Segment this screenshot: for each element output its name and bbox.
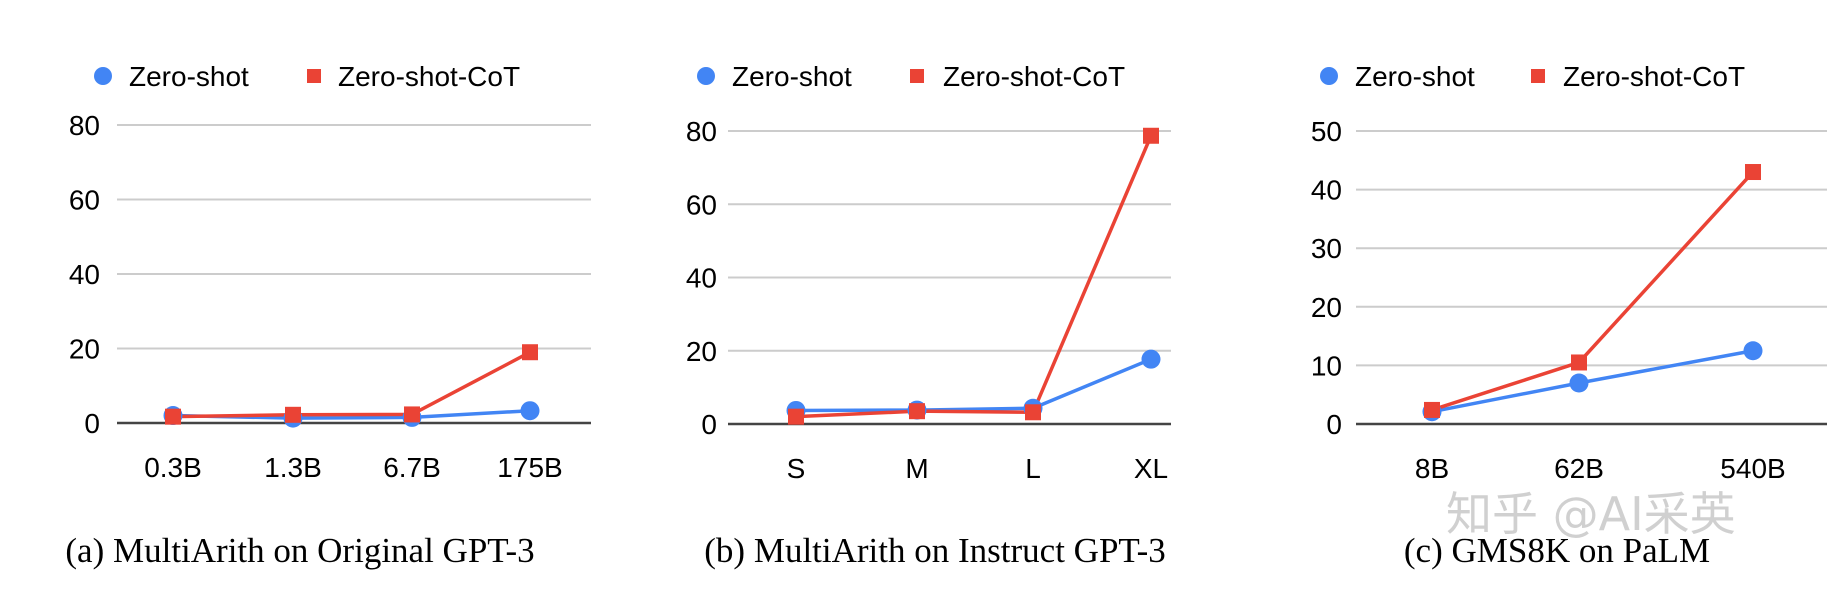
y-tick-label: 0: [1326, 409, 1342, 440]
data-point-zero-shot: [520, 401, 540, 421]
x-tick-label: S: [787, 453, 806, 484]
y-tick-label: 10: [1311, 350, 1342, 381]
legend-square-icon: [307, 69, 321, 83]
legend-label: Zero-shot-CoT: [1563, 61, 1745, 92]
data-point-zero-shot-cot: [1143, 127, 1159, 144]
x-tick-label: XL: [1134, 453, 1168, 484]
y-tick-label: 40: [69, 259, 100, 290]
y-tick-label: 40: [1311, 175, 1342, 206]
data-point-zero-shot: [1743, 341, 1763, 361]
series-line-zero-shot-cot: [1431, 170, 1755, 412]
series-line-zero-shot: [795, 357, 1152, 413]
chart-panel-a: Zero-shot Zero-shot-CoT 0 20 40 60 80 0.3B 1.3B 6…: [65, 61, 591, 570]
x-tick-label: 1.3B: [264, 452, 322, 483]
x-tick-label: 62B: [1554, 453, 1604, 484]
chart-panel-c: Zero-shot Zero-shot-CoT 0 10 20 30 40 50 8B 62B 54…: [1311, 61, 1827, 570]
data-point-zero-shot-cot: [1424, 401, 1440, 418]
x-tick-label: 540B: [1720, 453, 1785, 484]
data-point-zero-shot-cot: [404, 406, 420, 423]
data-point-zero-shot-cot: [522, 344, 538, 361]
y-tick-label: 20: [1311, 292, 1342, 323]
y-tick-label: 50: [1311, 116, 1342, 147]
chart-caption: (a) MultiArith on Original GPT-3: [65, 531, 534, 570]
legend-circle-icon: [1320, 67, 1338, 85]
data-point-zero-shot-cot: [1025, 404, 1041, 421]
y-tick-label: 0: [701, 409, 717, 440]
x-tick-label: 175B: [497, 452, 562, 483]
x-tick-label: M: [905, 453, 928, 484]
data-point-zero-shot-cot: [165, 408, 181, 425]
data-point-zero-shot-cot: [909, 403, 925, 420]
y-tick-label: 60: [686, 189, 717, 220]
series-line-zero-shot-cot: [172, 350, 531, 419]
chart-panel-b: Zero-shot Zero-shot-CoT 0 20 40 60 80 S M L XL (b) …: [686, 61, 1171, 570]
legend-square-icon: [910, 69, 924, 83]
legend-label: Zero-shot: [1355, 61, 1475, 92]
y-tick-label: 0: [84, 408, 100, 439]
x-tick-label: 6.7B: [383, 452, 441, 483]
legend-label: Zero-shot: [732, 61, 852, 92]
legend-circle-icon: [94, 67, 112, 85]
data-point-zero-shot-cot: [788, 408, 804, 425]
y-tick-label: 20: [686, 336, 717, 367]
series-line-zero-shot-cot: [795, 135, 1153, 419]
legend-circle-icon: [697, 67, 715, 85]
y-tick-label: 30: [1311, 233, 1342, 264]
legend-square-icon: [1531, 69, 1545, 83]
series-line-zero-shot: [1431, 349, 1754, 414]
y-tick-label: 40: [686, 263, 717, 294]
data-point-zero-shot-cot: [285, 406, 301, 423]
legend-label: Zero-shot: [129, 61, 249, 92]
data-point-zero-shot: [1569, 373, 1589, 393]
x-tick-label: 8B: [1415, 453, 1449, 484]
y-tick-label: 20: [69, 334, 100, 365]
y-tick-label: 80: [686, 116, 717, 147]
data-point-zero-shot-cot: [1745, 164, 1761, 181]
legend-label: Zero-shot-CoT: [338, 61, 520, 92]
chart-caption: (c) GMS8K on PaLM: [1404, 531, 1710, 570]
y-tick-label: 80: [69, 110, 100, 141]
data-point-zero-shot: [1141, 349, 1161, 369]
data-point-zero-shot-cot: [1571, 354, 1587, 371]
watermark: 知乎 @AI采英: [1446, 487, 1736, 541]
x-tick-label: 0.3B: [144, 452, 202, 483]
y-tick-label: 60: [69, 185, 100, 216]
legend-label: Zero-shot-CoT: [943, 61, 1125, 92]
x-tick-label: L: [1025, 453, 1041, 484]
chart-caption: (b) MultiArith on Instruct GPT-3: [704, 531, 1165, 570]
